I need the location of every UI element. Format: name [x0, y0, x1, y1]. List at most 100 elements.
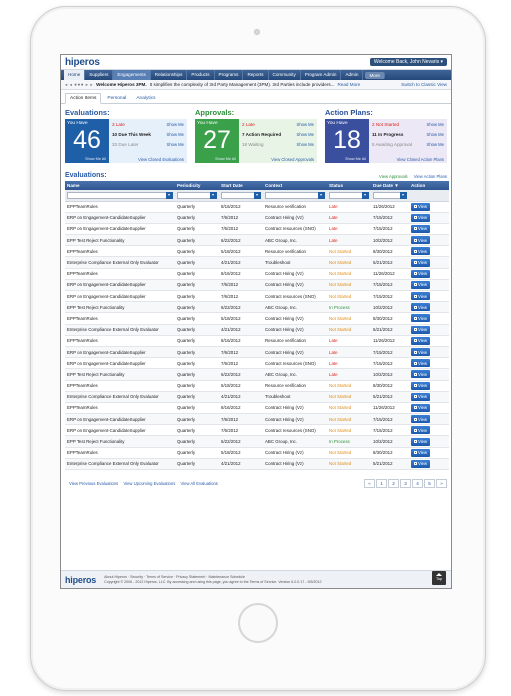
filter-select[interactable] — [373, 191, 407, 199]
action-plans-show-all-link[interactable]: Show Me All — [345, 157, 366, 161]
filter-select[interactable] — [177, 191, 217, 199]
show-me-link[interactable]: Show Me — [166, 141, 184, 147]
chevron-down-icon[interactable] — [318, 191, 325, 199]
show-me-link[interactable]: Show Me — [426, 131, 444, 137]
show-me-link[interactable]: Show Me — [296, 141, 314, 147]
show-me-link[interactable]: Show Me — [296, 131, 314, 137]
view-closed-evaluations-link[interactable]: View Closed Evaluations — [137, 157, 184, 162]
approvals-show-all-link[interactable]: Show Me All — [215, 157, 236, 161]
view-button[interactable]: View — [411, 392, 431, 401]
context: ABC Group, Inc. — [263, 435, 327, 448]
nav-tab-more[interactable]: More — [365, 71, 385, 79]
page-button[interactable]: « — [364, 479, 375, 488]
nav-tab-programs[interactable]: Programs — [215, 70, 244, 80]
approvals-count-tile[interactable]: You Have 27 Show Me All — [195, 119, 239, 163]
filter-select[interactable] — [67, 191, 173, 199]
view-button[interactable]: View — [411, 336, 431, 345]
evaluation-name: EPP Test Reject Functionality — [65, 301, 175, 314]
page-button[interactable]: 4 — [412, 479, 423, 488]
page-button[interactable]: 2 — [388, 479, 399, 488]
view-upcoming-evaluations-link[interactable]: View Upcoming Evaluations — [123, 481, 176, 486]
action-plans-count-tile[interactable]: You Have 18 Show Me All — [325, 119, 369, 163]
view-button[interactable]: View — [411, 370, 431, 379]
view-button[interactable]: View — [411, 247, 431, 256]
nav-tab-admin[interactable]: Admin — [341, 70, 364, 80]
page-button[interactable]: 5 — [424, 479, 435, 488]
column-header[interactable]: Due Date ▼ — [371, 181, 409, 190]
chevron-down-icon: ▾ — [440, 59, 443, 65]
view-button[interactable]: View — [411, 448, 431, 457]
sub-tabs: Action Items Personal Analytics — [61, 93, 451, 104]
view-button[interactable]: View — [411, 403, 431, 412]
show-me-link[interactable]: Show Me — [426, 141, 444, 147]
column-header[interactable]: Name — [65, 181, 175, 190]
view-action-plans-link[interactable]: View Action Plans — [413, 174, 447, 179]
view-button[interactable]: View — [411, 359, 431, 368]
view-button[interactable]: View — [411, 269, 431, 278]
view-button[interactable]: View — [411, 224, 431, 233]
show-me-link[interactable]: Show Me — [166, 121, 184, 127]
home-button[interactable] — [238, 603, 278, 643]
tab-action-items[interactable]: Action Items — [65, 93, 102, 104]
view-button[interactable]: View — [411, 348, 431, 357]
view-closed-approvals-link[interactable]: View Closed Approvals — [271, 157, 314, 162]
view-button[interactable]: View — [411, 459, 431, 468]
page-button[interactable]: » — [436, 479, 447, 488]
view-button[interactable]: View — [411, 426, 431, 435]
nav-tab-program-admin[interactable]: Program Admin — [301, 70, 342, 80]
view-previous-evaluations-link[interactable]: View Previous Evaluations — [69, 481, 119, 486]
page-button[interactable]: 3 — [400, 479, 411, 488]
chevron-down-icon[interactable] — [400, 191, 407, 199]
view-button[interactable]: View — [411, 381, 431, 390]
nav-tab-suppliers[interactable]: Suppliers — [85, 70, 114, 80]
view-button[interactable]: View — [411, 325, 431, 334]
view-button[interactable]: View — [411, 236, 431, 245]
column-header[interactable]: Context — [263, 181, 327, 190]
column-header[interactable]: Action — [409, 181, 449, 190]
show-me-link[interactable]: Show Me — [296, 121, 314, 127]
nav-tab-engagements[interactable]: Engagements — [113, 70, 151, 80]
document-icon — [414, 328, 417, 332]
evaluations-show-all-link[interactable]: Show Me All — [85, 157, 106, 161]
user-menu[interactable]: Welcome Back, John Nevaris ▾ — [369, 58, 447, 66]
view-button[interactable]: View — [411, 258, 431, 267]
ticker-controls-icon[interactable]: ◂ ◂ ●●● ▸ ▸ — [65, 81, 94, 87]
evaluations-count-tile[interactable]: You Have 46 Show Me All — [65, 119, 109, 163]
view-button[interactable]: View — [411, 202, 431, 211]
show-me-link[interactable]: Show Me — [426, 121, 444, 127]
tab-personal[interactable]: Personal — [107, 96, 127, 101]
view-approvals-link[interactable]: View Approvals — [379, 174, 408, 179]
view-button[interactable]: View — [411, 415, 431, 424]
chevron-down-icon[interactable] — [362, 191, 369, 199]
view-button[interactable]: View — [411, 292, 431, 301]
show-me-link[interactable]: Show Me — [166, 131, 184, 137]
nav-tab-products[interactable]: Products — [187, 70, 215, 80]
column-header[interactable]: Periodicity — [175, 181, 219, 190]
column-header[interactable]: Status — [327, 181, 371, 190]
hiperos-logo[interactable]: hiperos — [65, 56, 100, 68]
filter-select[interactable] — [329, 191, 369, 199]
view-closed-action-plans-link[interactable]: View Closed Action Plans — [396, 157, 444, 162]
view-all-evaluations-link[interactable]: View All Evaluations — [180, 481, 218, 486]
view-button[interactable]: View — [411, 437, 431, 446]
view-button[interactable]: View — [411, 303, 431, 312]
nav-tab-home[interactable]: Home — [64, 70, 86, 80]
footer-logo[interactable]: hiperos — [65, 574, 97, 585]
nav-tab-relationships[interactable]: Relationships — [151, 70, 188, 80]
read-more-link[interactable]: Read More — [337, 82, 361, 87]
tab-analytics[interactable]: Analytics — [136, 96, 156, 101]
chevron-down-icon[interactable] — [210, 191, 217, 199]
view-button[interactable]: View — [411, 314, 431, 323]
nav-tab-community[interactable]: Community — [269, 70, 301, 80]
column-header[interactable]: Start Date — [219, 181, 263, 190]
switch-classic-link[interactable]: Switch to Classic View — [401, 82, 447, 87]
chevron-down-icon[interactable] — [254, 191, 261, 199]
filter-select[interactable] — [221, 191, 261, 199]
nav-tab-reports[interactable]: Reports — [243, 70, 269, 80]
back-to-top-button[interactable]: Top — [432, 571, 446, 585]
view-button[interactable]: View — [411, 280, 431, 289]
chevron-down-icon[interactable] — [166, 191, 173, 199]
page-button[interactable]: 1 — [376, 479, 387, 488]
view-button[interactable]: View — [411, 213, 431, 222]
filter-select[interactable] — [265, 191, 325, 199]
